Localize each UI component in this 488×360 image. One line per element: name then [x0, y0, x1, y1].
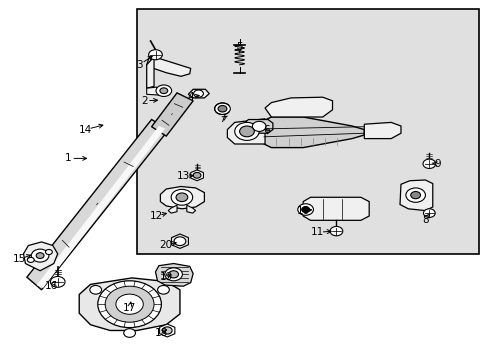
Polygon shape: [188, 89, 209, 98]
Text: 8: 8: [421, 215, 428, 225]
Polygon shape: [399, 180, 432, 211]
Circle shape: [36, 253, 44, 258]
Circle shape: [176, 193, 187, 202]
Circle shape: [162, 327, 172, 334]
Circle shape: [123, 329, 135, 337]
Circle shape: [50, 276, 65, 287]
Polygon shape: [244, 120, 272, 133]
Text: 13: 13: [176, 171, 190, 181]
Polygon shape: [151, 93, 193, 136]
Text: 10: 10: [296, 206, 309, 216]
Circle shape: [423, 209, 434, 217]
Polygon shape: [155, 264, 193, 286]
Circle shape: [422, 159, 435, 168]
Polygon shape: [227, 119, 264, 144]
Text: 15: 15: [13, 254, 26, 264]
Polygon shape: [160, 186, 204, 209]
Polygon shape: [146, 57, 154, 88]
Text: 11: 11: [310, 227, 324, 237]
Circle shape: [193, 172, 201, 178]
Circle shape: [171, 189, 192, 205]
Circle shape: [27, 257, 34, 262]
Circle shape: [239, 126, 254, 137]
Circle shape: [168, 271, 178, 278]
Circle shape: [45, 249, 52, 255]
Circle shape: [234, 122, 259, 140]
Text: 6: 6: [263, 125, 269, 135]
Circle shape: [31, 249, 49, 262]
Circle shape: [297, 204, 313, 215]
Text: 3: 3: [136, 60, 142, 70]
Circle shape: [405, 188, 425, 202]
Polygon shape: [264, 117, 364, 148]
Circle shape: [301, 207, 309, 212]
Polygon shape: [23, 242, 58, 271]
Text: 19: 19: [159, 272, 173, 282]
Circle shape: [156, 85, 171, 96]
Text: 17: 17: [122, 303, 136, 313]
Text: 18: 18: [154, 328, 168, 338]
Text: 12: 12: [149, 211, 163, 221]
Circle shape: [193, 90, 203, 97]
Text: 20: 20: [160, 240, 172, 250]
Circle shape: [105, 286, 154, 322]
Polygon shape: [364, 122, 400, 139]
Text: 2: 2: [141, 96, 147, 106]
Polygon shape: [79, 278, 180, 330]
Polygon shape: [27, 120, 168, 290]
Polygon shape: [303, 197, 368, 220]
Text: 16: 16: [44, 281, 58, 291]
Circle shape: [90, 285, 102, 294]
Circle shape: [164, 268, 182, 281]
Circle shape: [214, 103, 230, 114]
Polygon shape: [146, 57, 190, 76]
Polygon shape: [146, 87, 162, 95]
Circle shape: [160, 88, 167, 94]
Polygon shape: [190, 170, 203, 181]
Text: 14: 14: [79, 125, 92, 135]
Circle shape: [174, 237, 185, 246]
Circle shape: [157, 285, 169, 294]
Text: 7: 7: [219, 114, 225, 124]
Polygon shape: [171, 234, 188, 248]
Circle shape: [218, 105, 226, 112]
Polygon shape: [159, 324, 175, 337]
Polygon shape: [186, 205, 195, 213]
Circle shape: [410, 192, 420, 199]
Circle shape: [329, 226, 342, 236]
Circle shape: [252, 121, 265, 131]
Polygon shape: [264, 97, 332, 117]
Text: 5: 5: [236, 42, 243, 52]
Circle shape: [116, 294, 143, 314]
Text: 1: 1: [65, 153, 72, 163]
Polygon shape: [168, 205, 177, 213]
Bar: [137, 9, 478, 254]
Text: 9: 9: [433, 159, 440, 169]
Text: 4: 4: [187, 92, 194, 102]
Polygon shape: [37, 126, 165, 288]
Circle shape: [148, 50, 162, 60]
Circle shape: [98, 281, 161, 328]
